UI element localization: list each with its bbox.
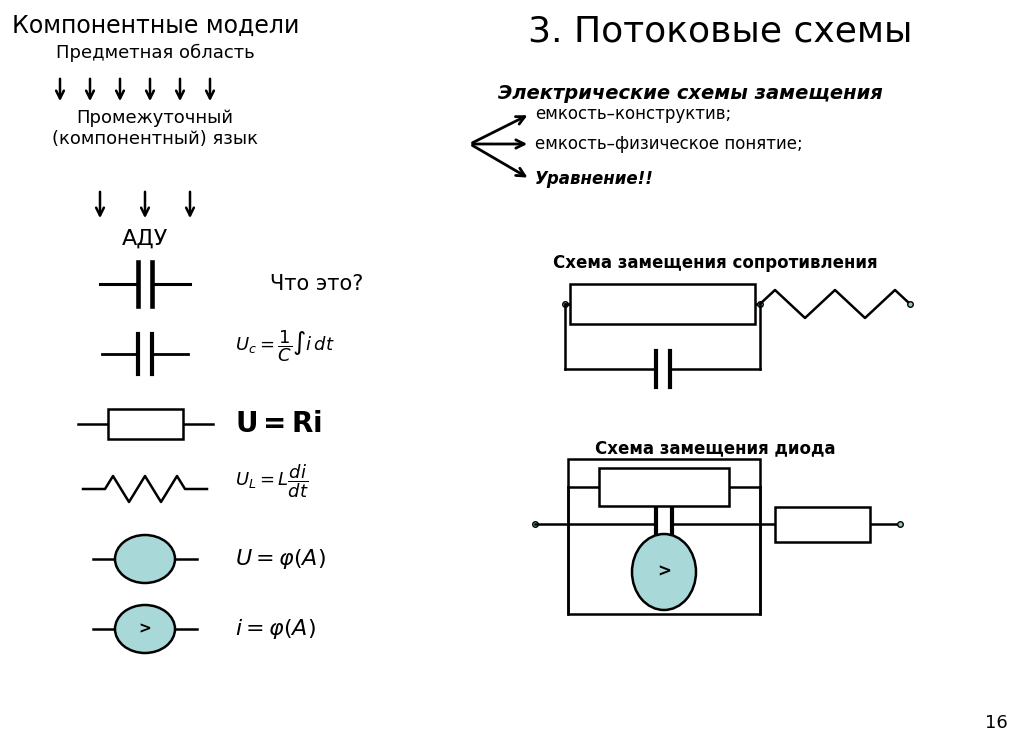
Text: 3. Потоковые схемы: 3. Потоковые схемы [527,14,912,48]
Text: Промежуточный
(компонентный) язык: Промежуточный (компонентный) язык [52,109,258,148]
Ellipse shape [115,535,175,583]
Text: Компонентные модели: Компонентные модели [12,14,299,38]
Text: $U = \varphi(A)$: $U = \varphi(A)$ [234,547,326,571]
Text: Предметная область: Предметная область [55,44,254,62]
Text: Схема замещения сопротивления: Схема замещения сопротивления [553,254,878,272]
Text: 16: 16 [985,714,1008,732]
Text: АДУ: АДУ [122,229,168,249]
Ellipse shape [632,534,696,610]
Bar [599,467,729,505]
Text: емкость–конструктив;: емкость–конструктив; [535,105,731,123]
Text: Электрические схемы замещения: Электрические схемы замещения [498,84,883,103]
Bar [108,409,182,439]
Text: >: > [138,621,152,637]
Text: Схема замещения диода: Схема замещения диода [595,439,836,457]
Text: емкость–физическое понятие;: емкость–физическое понятие; [535,135,803,153]
Text: $\mathbf{U = Ri}$: $\mathbf{U = Ri}$ [234,410,323,438]
Text: $U_L = L\dfrac{di}{dt}$: $U_L = L\dfrac{di}{dt}$ [234,462,309,500]
Text: Уравнение!!: Уравнение!! [535,170,654,188]
Text: $i = \varphi(A)$: $i = \varphi(A)$ [234,617,315,641]
Bar [775,507,870,542]
Text: >: > [657,563,671,581]
Ellipse shape [115,605,175,653]
Bar [570,284,755,324]
Text: $U_c = \dfrac{1}{C}\int i\,dt$: $U_c = \dfrac{1}{C}\int i\,dt$ [234,328,335,364]
Bar [568,459,760,614]
Text: Что это?: Что это? [270,274,364,294]
